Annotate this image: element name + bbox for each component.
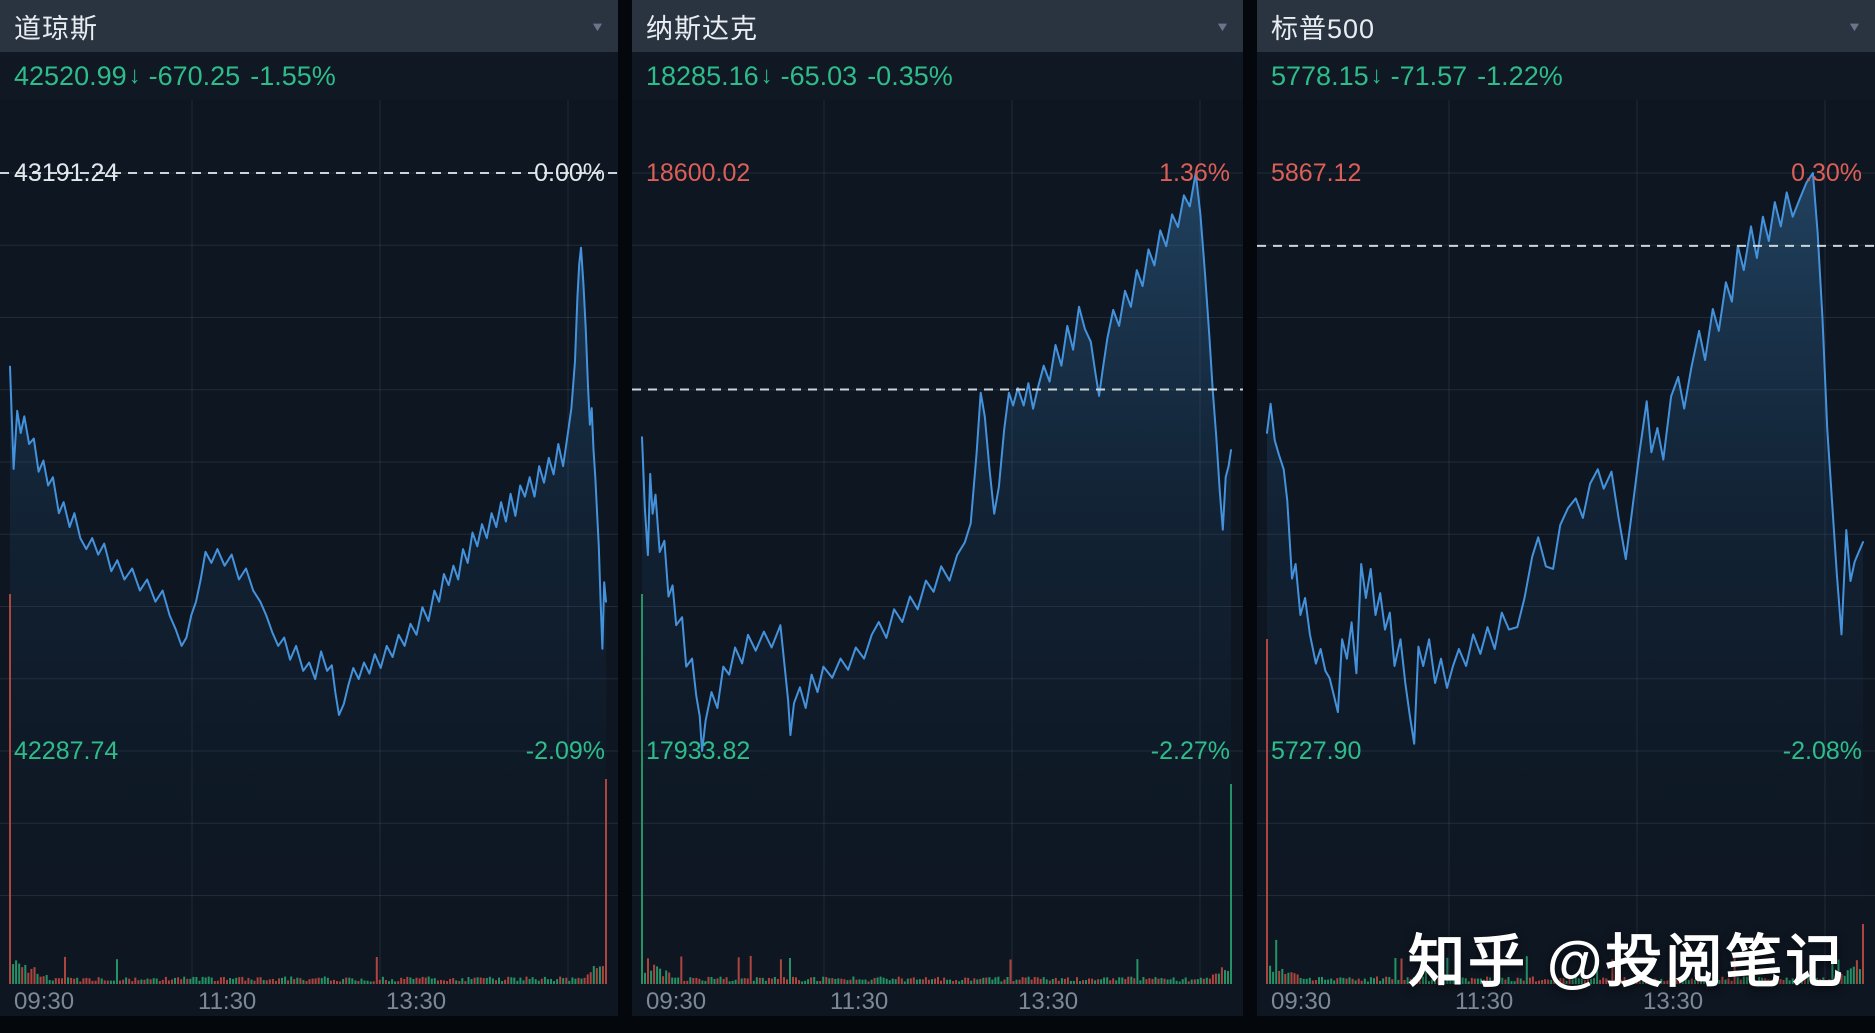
time-tick: 13:30 <box>386 988 447 1015</box>
time-tick: 13:30 <box>1018 988 1079 1015</box>
index-title: 标普500 <box>1271 13 1376 44</box>
index-panel: 道琼斯 ▼ 42520.99 ↓ -670.25 -1.55% 43191.24… <box>0 0 618 1016</box>
range-high-pct: 1.36% <box>1159 159 1230 187</box>
index-panel: 纳斯达克 ▼ 18285.16 ↓ -65.03 -0.35% 18600.02… <box>632 0 1243 1016</box>
range-low-pct: -2.27% <box>1150 737 1230 765</box>
range-high-pct: 0.30% <box>1791 159 1862 187</box>
chevron-down-icon[interactable]: ▼ <box>1214 18 1231 34</box>
down-arrow-icon: ↓ <box>1370 62 1383 89</box>
range-high-value: 43191.24 <box>14 159 119 187</box>
last-price: 18285.16 <box>646 60 759 91</box>
index-selector-header[interactable]: 标普500 ▼ <box>1257 0 1875 52</box>
range-low-pct: -2.09% <box>525 737 605 765</box>
time-tick: 09:30 <box>14 988 75 1015</box>
index-selector-header[interactable]: 道琼斯 ▼ <box>0 0 618 52</box>
range-low-value: 5727.90 <box>1271 737 1362 765</box>
range-high-value: 5867.12 <box>1271 159 1362 187</box>
range-low-value: 42287.74 <box>14 737 119 765</box>
price-change: -670.25 <box>148 60 241 91</box>
range-high-pct: 0.00% <box>534 159 605 187</box>
down-arrow-icon: ↓ <box>760 62 773 89</box>
range-low-value: 17933.82 <box>646 737 751 765</box>
chevron-down-icon[interactable]: ▼ <box>589 18 606 34</box>
chevron-down-icon[interactable]: ▼ <box>1846 18 1863 34</box>
price-change: -71.57 <box>1390 60 1468 91</box>
watermark: 知乎 @投阅笔记 <box>1408 930 1846 994</box>
intraday-chart[interactable] <box>0 0 618 1016</box>
time-tick: 13:30 <box>1643 988 1704 1015</box>
time-tick: 11:30 <box>198 988 257 1015</box>
price-change-pct: -0.35% <box>867 60 953 91</box>
price-change-pct: -1.55% <box>250 60 336 91</box>
index-price-row: 18285.16 ↓ -65.03 -0.35% <box>632 52 1243 100</box>
last-price: 5778.15 <box>1271 60 1369 91</box>
time-tick: 11:30 <box>1455 988 1514 1015</box>
last-price: 42520.99 <box>14 60 127 91</box>
index-title: 纳斯达克 <box>646 13 758 44</box>
index-title: 道琼斯 <box>14 13 98 44</box>
index-panel: 标普500 ▼ 5778.15 ↓ -71.57 -1.22% 5867.12 … <box>1257 0 1875 1016</box>
down-arrow-icon: ↓ <box>128 62 141 89</box>
price-change: -65.03 <box>780 60 858 91</box>
time-tick: 11:30 <box>830 988 889 1015</box>
range-high-value: 18600.02 <box>646 159 751 187</box>
price-change-pct: -1.22% <box>1477 60 1563 91</box>
intraday-chart[interactable] <box>1257 0 1875 1016</box>
intraday-chart[interactable] <box>632 0 1243 1016</box>
index-selector-header[interactable]: 纳斯达克 ▼ <box>632 0 1243 52</box>
range-low-pct: -2.08% <box>1782 737 1862 765</box>
index-price-row: 5778.15 ↓ -71.57 -1.22% <box>1257 52 1875 100</box>
index-price-row: 42520.99 ↓ -670.25 -1.55% <box>0 52 618 100</box>
time-tick: 09:30 <box>1271 988 1332 1015</box>
time-tick: 09:30 <box>646 988 707 1015</box>
